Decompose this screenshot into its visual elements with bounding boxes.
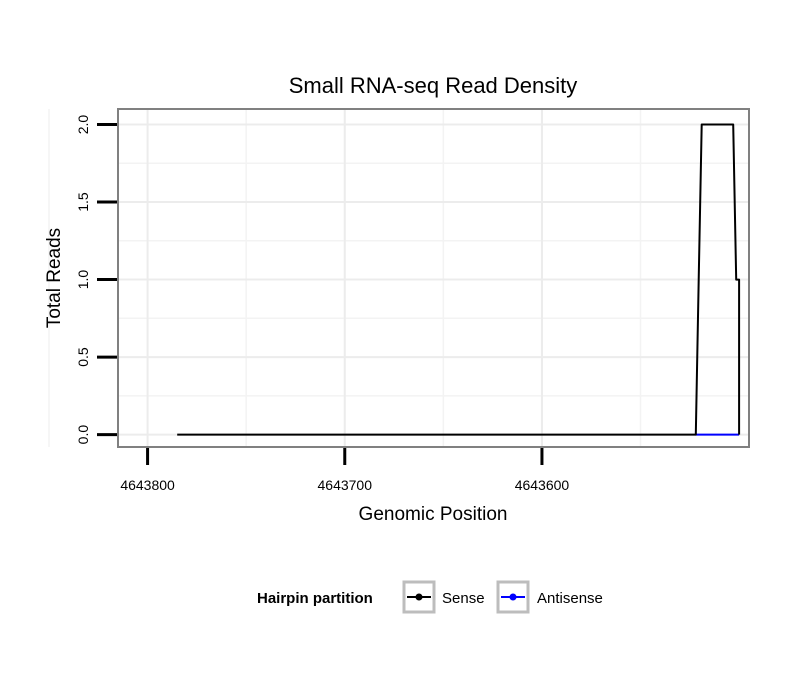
x-axis: 4643800 4643700 4643600 <box>120 448 569 493</box>
y-axis-title: Total Reads <box>44 228 65 328</box>
y-tick-label: 0.5 <box>75 347 91 367</box>
x-axis-title: Genomic Position <box>359 504 508 525</box>
y-axis: 0.0 0.5 1.0 1.5 2.0 <box>75 115 117 445</box>
y-tick-label: 0.0 <box>75 425 91 445</box>
plot-panel-background <box>118 109 749 447</box>
chart-title: Small RNA-seq Read Density <box>289 73 578 98</box>
series-layer <box>177 123 741 436</box>
legend-item-sense: Sense <box>402 580 485 614</box>
x-tick-label: 4643600 <box>515 477 570 493</box>
legend: Hairpin partition Sense Antisense <box>257 580 603 614</box>
x-tick-label: 4643700 <box>318 477 373 493</box>
y-tick-label: 1.5 <box>75 192 91 212</box>
series-line-sense <box>177 123 741 436</box>
legend-label-sense: Sense <box>442 590 485 607</box>
x-tick-label: 4643800 <box>120 477 175 493</box>
legend-label-antisense: Antisense <box>537 590 603 607</box>
legend-dot-sense <box>415 593 423 601</box>
legend-title: Hairpin partition <box>257 590 373 607</box>
legend-dot-antisense <box>509 593 517 601</box>
legend-item-antisense: Antisense <box>496 580 603 614</box>
plot-panel-border <box>117 108 750 448</box>
y-tick-label: 2.0 <box>75 115 91 135</box>
y-tick-label: 1.0 <box>75 270 91 290</box>
